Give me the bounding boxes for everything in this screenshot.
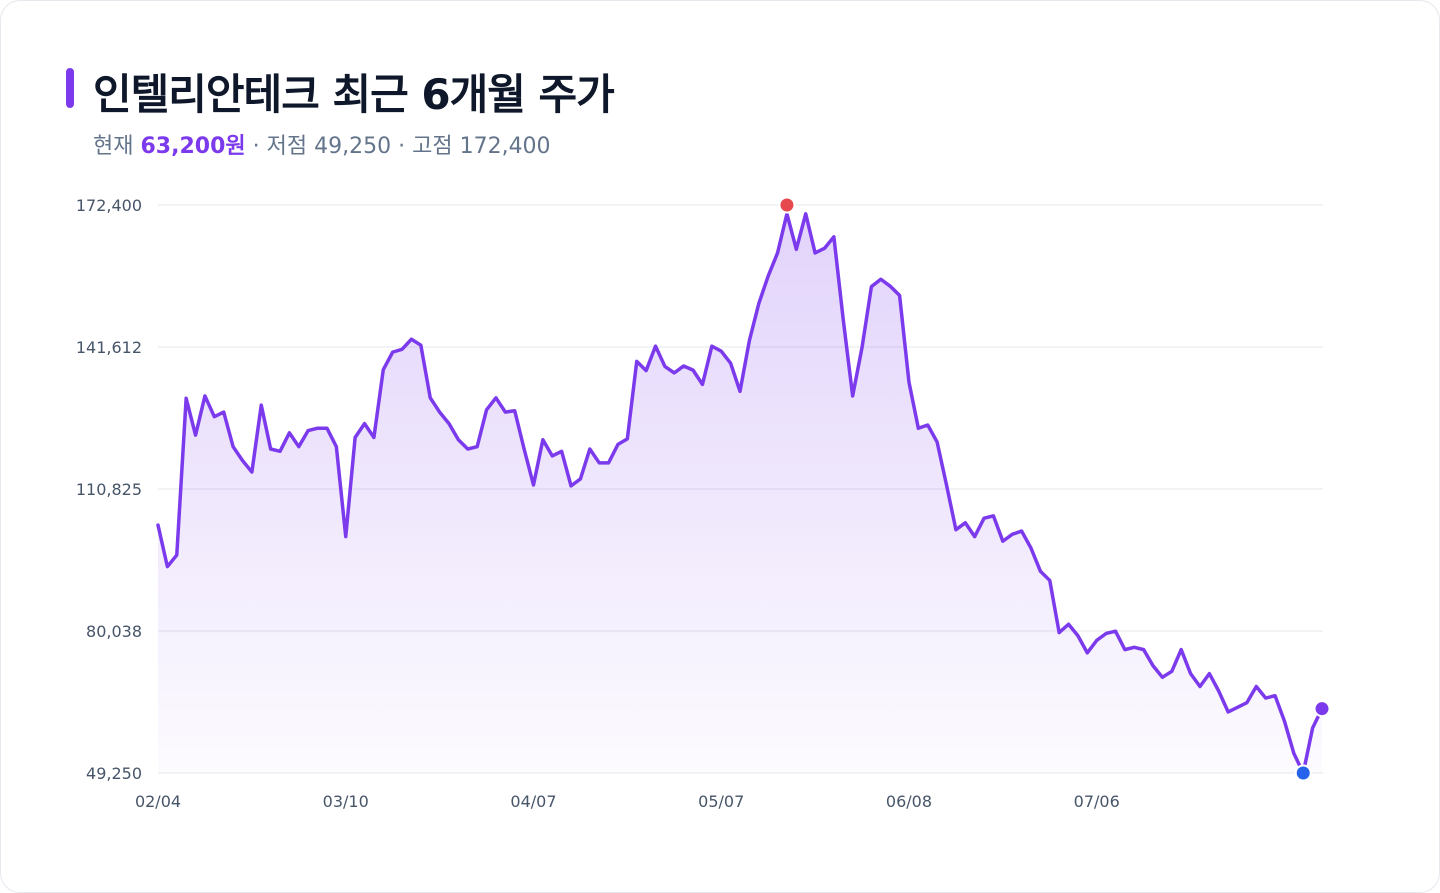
low-point-marker (1294, 764, 1312, 782)
markers (778, 196, 1331, 782)
x-tick-label: 06/08 (886, 792, 932, 811)
y-tick-label: 141,612 (76, 338, 142, 357)
x-tick-label: 05/07 (698, 792, 744, 811)
y-tick-label: 49,250 (86, 764, 142, 783)
high-point-marker (778, 196, 796, 214)
chart-title: 인텔리안테크 최근 6개월 주가 (93, 70, 615, 119)
separator: · (252, 134, 260, 159)
y-tick-label: 80,038 (86, 622, 142, 641)
chart-subtitle: 현재 63,200원 · 저점 49,250 · 고점 172,400 (93, 128, 551, 160)
separator: · (398, 134, 406, 159)
high-label: 고점 (412, 134, 453, 159)
x-tick-label: 07/06 (1074, 792, 1120, 811)
x-tick-label: 03/10 (323, 792, 369, 811)
x-tick-label: 02/04 (135, 792, 181, 811)
y-tick-label: 172,400 (76, 196, 142, 215)
title-accent-bar (66, 68, 74, 108)
price-line (156, 212, 1324, 775)
low-label: 저점 (266, 134, 308, 159)
last-point-marker (1313, 700, 1331, 718)
current-value: 63,200원 (140, 134, 246, 159)
low-value: 49,250 (314, 134, 392, 159)
high-value: 172,400 (459, 134, 551, 159)
price-area (158, 213, 1322, 773)
x-tick-label: 04/07 (510, 792, 556, 811)
current-label: 현재 (93, 134, 134, 159)
x-axis-ticks: 02/04 03/10 04/07 05/07 06/08 07/06 (135, 792, 1120, 811)
y-tick-label: 110,825 (76, 480, 142, 499)
y-axis-ticks: 172,400 141,612 110,825 80,038 49,250 (76, 196, 142, 783)
